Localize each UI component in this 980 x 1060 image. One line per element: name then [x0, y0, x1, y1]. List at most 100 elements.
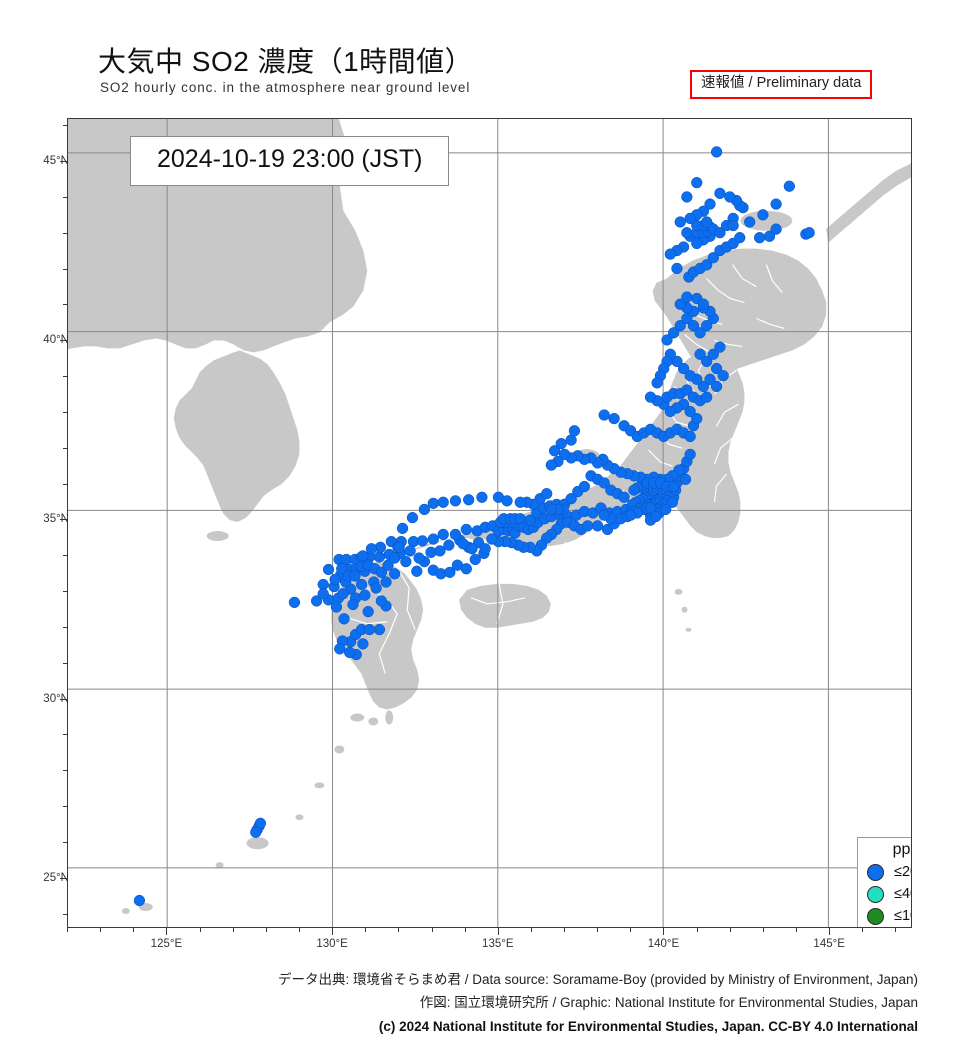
station-dot[interactable]	[679, 473, 692, 486]
station-dot[interactable]	[591, 520, 604, 532]
station-dot[interactable]	[359, 589, 371, 601]
station-dot[interactable]	[625, 509, 637, 521]
station-dot[interactable]	[373, 623, 386, 636]
station-dot[interactable]	[437, 528, 449, 541]
station-dot[interactable]	[710, 380, 723, 393]
station-dot[interactable]	[681, 227, 693, 239]
station-dot[interactable]	[380, 576, 392, 588]
station-dot[interactable]	[724, 191, 736, 203]
station-dot[interactable]	[558, 448, 571, 460]
station-dot[interactable]	[463, 494, 475, 506]
station-dot[interactable]	[444, 566, 456, 578]
station-dot[interactable]	[457, 538, 469, 550]
station-dot[interactable]	[691, 412, 703, 425]
station-dot[interactable]	[357, 550, 369, 562]
station-dot[interactable]	[667, 480, 680, 493]
station-dot[interactable]	[388, 552, 401, 564]
station-dot[interactable]	[400, 555, 412, 568]
station-dot[interactable]	[757, 209, 769, 221]
station-dot[interactable]	[697, 298, 710, 310]
station-dot[interactable]	[479, 543, 491, 555]
station-dot[interactable]	[667, 327, 680, 339]
station-dot[interactable]	[671, 262, 683, 275]
station-dot[interactable]	[697, 380, 710, 393]
station-dot[interactable]	[404, 545, 416, 557]
station-dot[interactable]	[651, 377, 663, 389]
station-dot[interactable]	[650, 510, 662, 523]
station-dot[interactable]	[727, 219, 739, 232]
station-dot[interactable]	[449, 528, 462, 541]
station-dot[interactable]	[714, 227, 726, 239]
station-dot[interactable]	[434, 545, 446, 557]
station-dot[interactable]	[701, 259, 713, 271]
station-dot[interactable]	[664, 405, 676, 418]
station-dot[interactable]	[710, 362, 723, 375]
station-dot[interactable]	[803, 227, 815, 239]
station-dot[interactable]	[344, 646, 356, 659]
station-dot[interactable]	[396, 522, 409, 535]
station-dot[interactable]	[568, 425, 581, 437]
station-dot[interactable]	[469, 553, 481, 566]
station-dot[interactable]	[555, 437, 567, 450]
station-dot[interactable]	[660, 503, 672, 516]
station-dot[interactable]	[674, 216, 686, 228]
station-dot[interactable]	[694, 327, 706, 339]
station-dot[interactable]	[664, 248, 676, 260]
station-dot[interactable]	[310, 595, 323, 607]
station-dot[interactable]	[628, 484, 640, 496]
station-dot[interactable]	[666, 496, 678, 508]
station-dot[interactable]	[687, 320, 700, 332]
station-dot[interactable]	[133, 894, 146, 907]
station-dot[interactable]	[375, 566, 388, 578]
station-dot[interactable]	[406, 511, 419, 524]
station-dot[interactable]	[437, 496, 449, 508]
station-dot[interactable]	[578, 480, 591, 493]
map-plot-area[interactable]: 2024-10-19 23:00 (JST) ppb ≤20 ≤40 ≤100 ≤12…	[67, 118, 912, 928]
station-dot[interactable]	[382, 559, 394, 571]
station-dot[interactable]	[707, 348, 719, 360]
station-dot[interactable]	[355, 578, 368, 591]
station-dot[interactable]	[661, 334, 673, 346]
station-dot[interactable]	[357, 638, 369, 650]
station-dot[interactable]	[582, 520, 594, 532]
station-dot[interactable]	[524, 514, 536, 526]
station-dot[interactable]	[349, 570, 361, 582]
station-dot[interactable]	[691, 177, 703, 189]
station-dot[interactable]	[644, 502, 657, 514]
station-dot[interactable]	[443, 539, 455, 551]
station-dot[interactable]	[704, 198, 716, 210]
station-dot[interactable]	[734, 232, 746, 244]
station-dot[interactable]	[347, 598, 359, 611]
station-dot[interactable]	[427, 533, 439, 545]
station-dot[interactable]	[427, 497, 439, 509]
station-dot[interactable]	[608, 412, 620, 425]
station-dot[interactable]	[460, 563, 472, 575]
station-dot[interactable]	[681, 384, 693, 396]
station-dot[interactable]	[598, 509, 610, 521]
station-dot[interactable]	[466, 543, 478, 555]
station-dot[interactable]	[548, 445, 561, 457]
station-dot[interactable]	[684, 405, 696, 418]
station-dot[interactable]	[545, 503, 557, 516]
station-dot[interactable]	[476, 491, 488, 503]
station-dot[interactable]	[336, 563, 348, 575]
station-dot[interactable]	[413, 552, 425, 564]
station-dot[interactable]	[714, 341, 726, 353]
station-dot[interactable]	[694, 348, 706, 360]
station-dot[interactable]	[393, 541, 405, 553]
station-dot[interactable]	[334, 643, 346, 655]
station-dot[interactable]	[618, 491, 630, 503]
station-dot[interactable]	[770, 223, 782, 235]
station-dot[interactable]	[684, 370, 696, 382]
station-dot[interactable]	[329, 573, 341, 586]
station-dot[interactable]	[701, 320, 713, 332]
station-dot[interactable]	[674, 320, 686, 332]
station-dot[interactable]	[418, 503, 431, 516]
station-dot[interactable]	[370, 582, 382, 594]
station-dot[interactable]	[644, 391, 657, 403]
station-dot[interactable]	[338, 613, 350, 625]
station-dot[interactable]	[677, 362, 690, 375]
station-dot[interactable]	[704, 373, 716, 385]
station-dot[interactable]	[707, 252, 719, 264]
station-dot[interactable]	[363, 623, 376, 636]
